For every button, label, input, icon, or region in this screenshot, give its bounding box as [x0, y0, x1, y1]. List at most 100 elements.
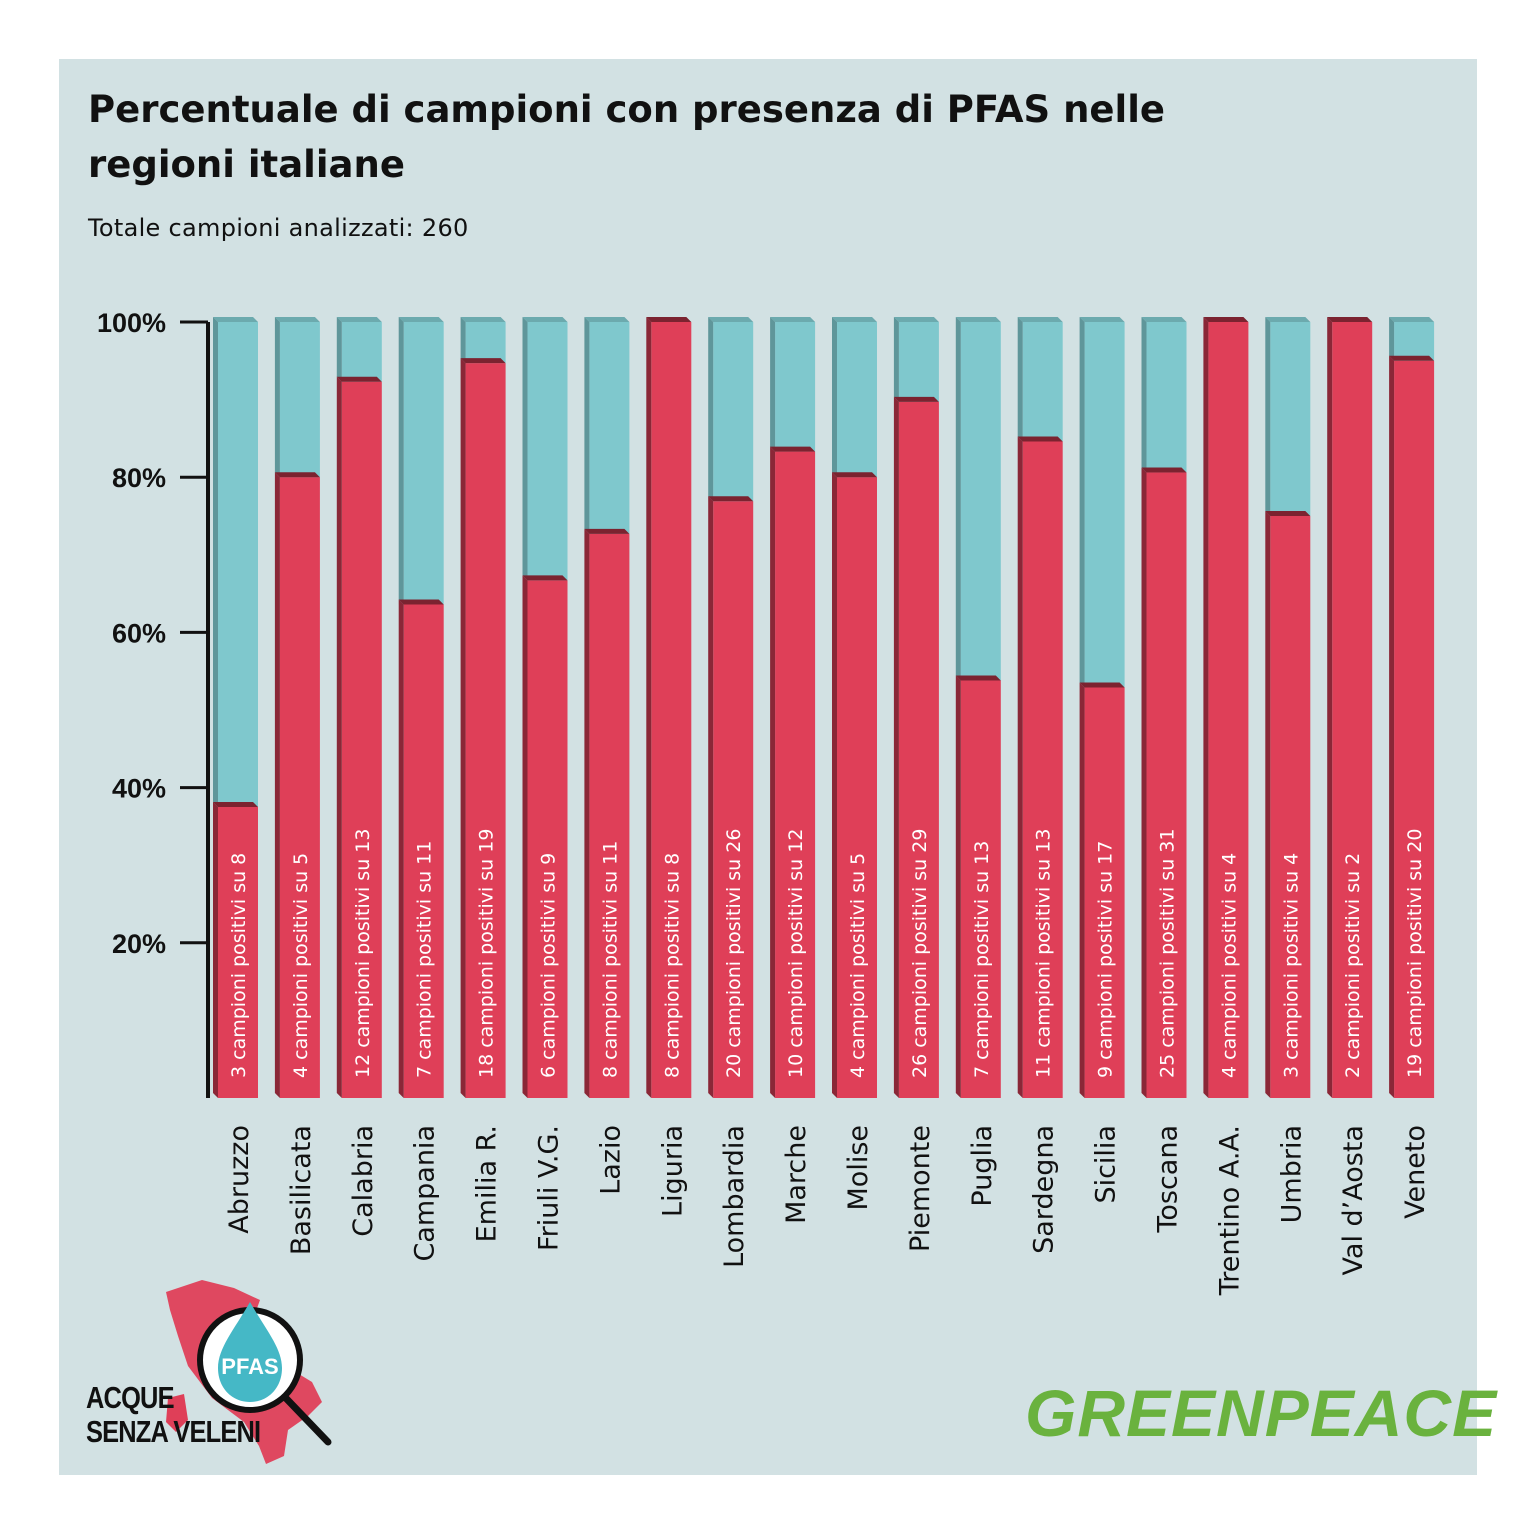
bar-remaining-top-4	[460, 317, 506, 322]
bar-label-10: 4 campioni positivi su 5	[847, 853, 869, 1078]
category-label-14: Sicilia	[1091, 1125, 1122, 1204]
bar-positive-18	[1332, 322, 1373, 1098]
bar-remaining-top-13	[1017, 317, 1063, 322]
bar-positive-17	[1270, 516, 1311, 1098]
bar-remaining-5	[527, 322, 568, 581]
y-tick-label-3: 80%	[112, 463, 166, 493]
y-tick-label-0: 20%	[112, 929, 166, 959]
bar-label-16: 4 campioni positivi su 4	[1218, 853, 1240, 1078]
category-label-5: Friuli V.G.	[534, 1125, 565, 1251]
bar-remaining-top-15	[1141, 317, 1187, 322]
bars-group: 3 campioni positivi su 8 4 campioni posit…	[213, 317, 1435, 1099]
bar-positive-top-8	[708, 496, 754, 502]
bar-positive-side-9	[770, 446, 776, 1098]
category-label-8: Lombardia	[719, 1125, 750, 1268]
bar-remaining-top-2	[336, 317, 382, 322]
bar-remaining-side-8	[708, 317, 714, 502]
category-label-4: Emilia R.	[472, 1125, 503, 1242]
bar-label-13: 11 campioni positivi su 13	[1033, 829, 1055, 1078]
bar-positive-15	[1146, 472, 1187, 1098]
category-label-9: Marche	[781, 1125, 812, 1224]
bar-remaining-12	[960, 322, 1001, 681]
bar-positive-6	[589, 533, 630, 1098]
bar-remaining-top-8	[708, 317, 754, 322]
bar-remaining-side-2	[336, 317, 342, 382]
bar-positive-side-11	[893, 396, 899, 1099]
bar-remaining-top-6	[584, 317, 630, 322]
bar-positive-9	[775, 451, 816, 1098]
bar-positive-side-7	[646, 317, 652, 1098]
bar-positive-side-14	[1079, 682, 1085, 1098]
y-tick-label-4: 100%	[97, 308, 166, 338]
category-label-7: Liguria	[657, 1125, 688, 1217]
bar-label-0: 3 campioni positivi su 8	[228, 853, 250, 1078]
bar-positive-2	[341, 381, 382, 1098]
bar-remaining-side-6	[584, 317, 590, 534]
bar-remaining-side-14	[1079, 317, 1085, 688]
bar-remaining-10	[837, 322, 877, 478]
bar-remaining-15	[1146, 322, 1187, 473]
bar-remaining-side-10	[832, 317, 837, 478]
bar-remaining-19	[1394, 322, 1435, 361]
bar-label-7: 8 campioni positivi su 8	[661, 853, 683, 1078]
bar-positive-top-17	[1265, 511, 1311, 516]
magnifier-handle	[276, 1388, 332, 1446]
bar-positive-side-5	[522, 575, 528, 1098]
bar-remaining-9	[775, 322, 816, 452]
bar-positive-10	[837, 477, 877, 1098]
bar-remaining-side-0	[213, 317, 218, 807]
bar-remaining-1	[279, 322, 320, 478]
bar-remaining-top-11	[893, 317, 939, 322]
bar-label-12: 7 campioni positivi su 13	[971, 841, 993, 1078]
bar-positive-top-7	[646, 317, 692, 322]
bar-remaining-6	[589, 322, 630, 534]
bar-positive-7	[651, 322, 692, 1098]
bar-label-4: 18 campioni positivi su 19	[476, 829, 498, 1078]
bar-remaining-top-3	[398, 317, 444, 322]
category-label-1: Basilicata	[286, 1125, 317, 1255]
bar-positive-3	[403, 604, 444, 1098]
campaign-line-1: ACQUE	[86, 1380, 175, 1415]
bar-label-18: 2 campioni positivi su 2	[1342, 853, 1364, 1078]
category-label-3: Campania	[410, 1125, 441, 1262]
bar-remaining-3	[403, 322, 444, 605]
bar-label-3: 7 campioni positivi su 11	[414, 841, 436, 1078]
bar-positive-top-5	[522, 575, 568, 581]
bar-remaining-13	[1022, 322, 1063, 442]
bar-label-15: 25 campioni positivi su 31	[1157, 829, 1179, 1078]
bar-label-17: 3 campioni positivi su 4	[1280, 853, 1302, 1078]
bar-remaining-side-11	[893, 317, 899, 402]
bar-positive-top-10	[832, 472, 877, 478]
bar-remaining-side-1	[274, 317, 280, 478]
category-label-15: Toscana	[1153, 1125, 1184, 1234]
chart-subtitle: Totale campioni analizzati: 260	[88, 214, 469, 242]
bar-remaining-top-14	[1079, 317, 1125, 322]
bar-positive-top-4	[460, 358, 506, 364]
y-tick-label-2: 60%	[112, 618, 166, 648]
acque-senza-veleni-logo: PFAS	[166, 1280, 332, 1464]
category-label-0: Abruzzo	[224, 1125, 255, 1234]
bar-positive-side-8	[708, 496, 714, 1099]
bar-remaining-side-12	[955, 317, 961, 681]
bar-positive-top-0	[213, 802, 258, 807]
bar-positive-4	[465, 363, 506, 1098]
bar-positive-top-19	[1389, 355, 1435, 361]
bar-label-1: 4 campioni positivi su 5	[290, 853, 312, 1078]
category-label-17: Umbria	[1276, 1125, 1307, 1223]
bar-remaining-side-9	[770, 317, 776, 452]
greenpeace-logo: GREENPEACE	[1025, 1376, 1498, 1450]
sardinia-shape	[166, 1394, 188, 1432]
bar-remaining-side-4	[460, 317, 466, 364]
category-label-18: Val d’Aosta	[1338, 1125, 1369, 1275]
bar-label-9: 10 campioni positivi su 12	[785, 829, 807, 1078]
bar-positive-12	[960, 680, 1001, 1098]
bar-positive-8	[713, 501, 754, 1099]
bar-positive-side-3	[398, 599, 404, 1098]
bar-positive-top-1	[274, 472, 320, 478]
pfas-badge-text: PFAS	[221, 1354, 278, 1379]
category-label-13: Sardegna	[1029, 1125, 1060, 1254]
bar-remaining-4	[465, 322, 506, 364]
category-label-6: Lazio	[595, 1125, 626, 1195]
bar-remaining-8	[713, 322, 754, 502]
